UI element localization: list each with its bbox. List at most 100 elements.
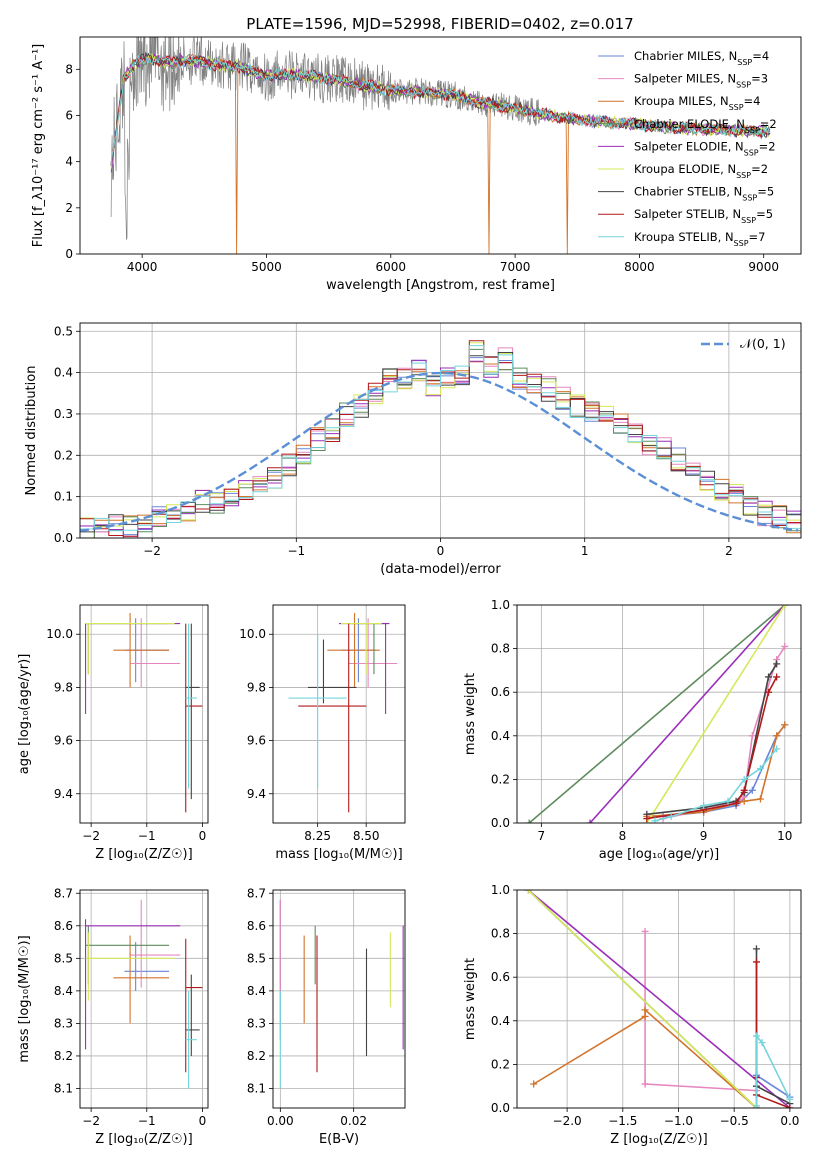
legend-label-3: Chabrier ELODIE, NSSP=2 (634, 117, 777, 135)
tick-label-x: 9 (700, 829, 708, 843)
weight-marker-2 (781, 721, 789, 729)
panel-mass_weight_vs_Z: −2.0 −1.5 −1.0 −0.5 0.0 0.0 0.2 0.4 0.6 0.8 1.0 Z [… (463, 883, 802, 1147)
plot-area-age_vs_mass (288, 612, 398, 813)
tick-label-y: 6 (65, 108, 73, 122)
tick-label-x: 2 (725, 544, 733, 558)
panel-spectrum: 4000 5000 6000 7000 8000 9000 0 2 4 6 8 wavelength … (31, 36, 802, 293)
weight-marker-7 (752, 958, 760, 966)
axes-frame (516, 889, 802, 1109)
tick-label-y: 10.0 (239, 627, 266, 641)
weight-line-4 (527, 890, 791, 1108)
legend: Chabrier MILES, NSSP=4 Salpeter MILES, NS… (598, 49, 777, 247)
panel-age_vs_mass: 8.25 8.50 9.4 9.6 9.8 10.0 mass [log₁₀(M/M☉)] (239, 604, 406, 862)
panels: 4000 5000 6000 7000 8000 900002468wavelength … (17, 36, 802, 1147)
tick-label-x: −2 (82, 829, 100, 843)
tick-label-x: 4000 (127, 260, 158, 274)
x-axis-label: Z [log₁₀(Z/Z☉)] (95, 1132, 192, 1147)
weight-marker-8 (667, 812, 675, 820)
tick-label-x: −1 (287, 544, 305, 558)
axes-frame (272, 889, 406, 1109)
legend-label-5: Kroupa ELODIE, NSSP=2 (634, 162, 768, 180)
tick-label-x: −1.0 (664, 1114, 693, 1128)
plot-area-age_vs_Z (85, 612, 203, 813)
weight-marker-5 (524, 890, 532, 894)
tick-label-y: 9.4 (54, 787, 73, 801)
tick-label-x: −2 (143, 544, 161, 558)
x-axis-label: Z [log₁₀(Z/Z☉)] (95, 847, 192, 862)
normal-curve (80, 371, 799, 532)
plot-area-mass_weight_vs_age (525, 605, 789, 823)
tick-label-x: 10 (777, 829, 792, 843)
tick-label-y: 0.6 (491, 970, 510, 984)
tick-label-y: 9.8 (54, 680, 73, 694)
weight-marker-8 (740, 775, 748, 783)
weight-marker-7 (732, 799, 740, 807)
y-axis-label: age [log₁₀(age/yr)] (17, 654, 32, 775)
tick-label-y: 0.0 (491, 816, 510, 830)
x-axis-label: wavelength [Angstrom, rest frame] (326, 278, 555, 293)
panel-mass_weight_vs_age: 7 8 9 10 0.0 0.2 0.4 0.6 0.8 1.0 age [log₁₀(age/yr… (463, 598, 802, 862)
x-axis-label: age [log₁₀(age/yr)] (599, 847, 720, 862)
x-axis-label: (data-model)/error (380, 562, 501, 577)
tick-label-x: 8000 (624, 260, 655, 274)
tick-label-x: 7000 (500, 260, 531, 274)
tick-label-y: 1.0 (491, 598, 510, 612)
weight-marker-2 (641, 1012, 649, 1020)
x-axis-label: mass [log₁₀(M/M☉)] (275, 847, 402, 862)
plot-area-mass_vs_Z (85, 899, 203, 1089)
weight-marker-7 (740, 786, 748, 794)
tick-label-x: 0 (437, 544, 445, 558)
tick-label-y: 8.7 (247, 886, 266, 900)
legend-label-7: Salpeter STELIB, NSSP=5 (634, 207, 773, 225)
histogram-step-8 (80, 345, 801, 532)
plot-area-mass_vs_ebv (279, 899, 404, 1089)
tick-label-x: 6000 (376, 260, 407, 274)
tick-label-y: 8.6 (54, 919, 73, 933)
y-axis-label: mass [log₁₀(M/M☉)] (17, 935, 32, 1062)
axes-frame (79, 322, 802, 539)
tick-label-y: 8.6 (247, 919, 266, 933)
legend-label-0: Chabrier MILES, NSSP=4 (634, 49, 769, 67)
tick-label-y: 8.3 (247, 1016, 266, 1030)
tick-label-y: 8.1 (247, 1081, 266, 1095)
tick-label-y: 8.2 (54, 1049, 73, 1063)
tick-label-y: 0.3 (54, 407, 73, 421)
tick-label-y: 0.1 (54, 490, 73, 504)
tick-label-x: 0 (199, 1114, 207, 1128)
panel-residuals: −2 −1 0 1 2 0.0 0.1 0.2 0.3 0.4 0.5 (data-model)/er… (24, 322, 802, 577)
tick-label-x: 1 (581, 544, 589, 558)
model-spectrum-4 (110, 53, 771, 173)
tick-label-y: 0.0 (491, 1101, 510, 1115)
weight-marker-6 (773, 660, 781, 668)
weight-line-8 (755, 1033, 791, 1106)
tick-label-x: 0.00 (267, 1114, 294, 1128)
weight-marker-8 (773, 745, 781, 753)
weight-line-0 (663, 724, 786, 818)
weight-line-5 (646, 605, 786, 823)
x-axis-label: Z [log₁₀(Z/Z☉)] (610, 1132, 707, 1147)
axes-frame (272, 604, 406, 824)
axes-frame (79, 36, 802, 255)
y-axis-label: Flux [f_λ10⁻¹⁷ erg cm⁻² s⁻¹ A⁻¹] (31, 44, 46, 248)
histogram-step-5 (80, 342, 801, 528)
weight-marker-4 (586, 819, 594, 823)
legend-label-2: Kroupa MILES, NSSP=4 (634, 94, 761, 112)
tick-label-y: 8.4 (54, 984, 73, 998)
tick-label-y: 0.2 (491, 772, 510, 786)
weight-marker-5 (781, 605, 789, 609)
axes-frame (79, 604, 209, 824)
plot-area-spectrum (110, 37, 771, 254)
legend-label-1: Salpeter MILES, NSSP=3 (634, 72, 768, 90)
plot-area-mass_weight_vs_Z (524, 890, 794, 1108)
tick-label-y: 0.0 (54, 531, 73, 545)
tick-label-y: 8.1 (54, 1081, 73, 1095)
model-spectrum-6 (110, 51, 771, 163)
x-axis-label: E(B-V) (319, 1132, 359, 1147)
weight-marker-2 (530, 1080, 538, 1088)
tick-label-y: 0.6 (491, 685, 510, 699)
weight-line-7 (646, 676, 778, 820)
weight-marker-7 (643, 815, 651, 823)
weight-line-2 (646, 724, 786, 818)
tick-label-y: 0.5 (54, 324, 73, 338)
